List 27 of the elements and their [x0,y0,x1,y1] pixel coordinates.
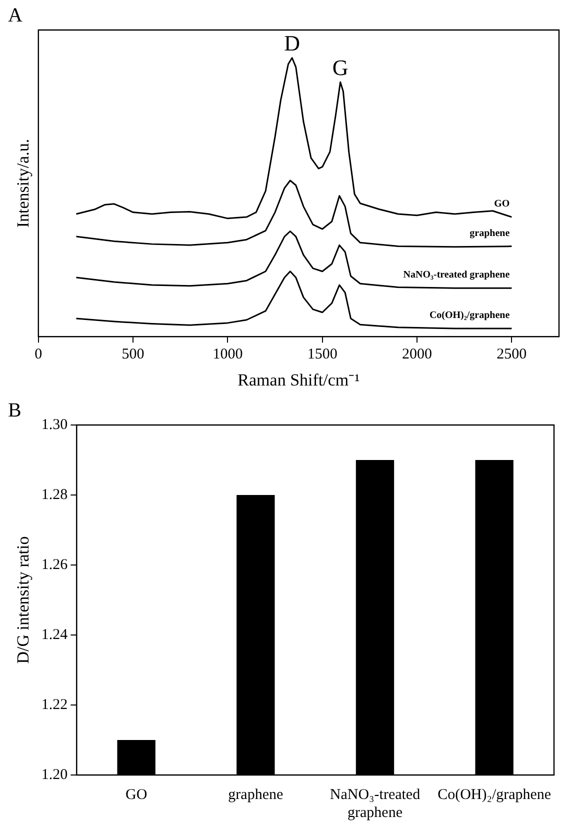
x-tick-label: graphene [228,786,284,803]
y-tick-label: 1.28 [41,486,68,503]
y-tick-label: 1.20 [41,766,68,783]
y-axis-title: Intensity/a.u. [14,138,33,228]
text: A [8,4,23,26]
x-tick-label: Co(OH)₂/graphene [438,786,552,803]
y-tick-label: 1.24 [41,626,68,643]
x-tick-label: 0 [34,346,42,363]
annotation: D [284,30,300,56]
text: B [8,399,22,422]
series-label: graphene [470,228,510,239]
x-tick-label: 500 [122,346,144,363]
x-tick-label: 1000 [212,346,243,363]
annotation: G [332,54,348,80]
x-tick-label: 1500 [307,346,338,363]
series-label: GO [494,198,510,210]
y-tick-label: 1.30 [41,416,68,433]
series-label: Co(OH)₂/graphene [429,310,510,322]
x-tick-label: 2000 [402,346,432,363]
series-label: NaNO₃-treated graphene [403,270,510,281]
y-axis-title: D/G intensity ratio [14,536,33,664]
x-tick-label: NaNO₃-treated graphene [330,786,421,821]
y-tick-label: 1.26 [41,556,68,573]
x-tick-label: 2500 [496,346,527,363]
x-tick-label: GO [125,786,148,803]
y-tick-label: 1.22 [41,696,68,713]
x-axis-title: Raman Shift/cm⁻¹ [238,370,360,390]
